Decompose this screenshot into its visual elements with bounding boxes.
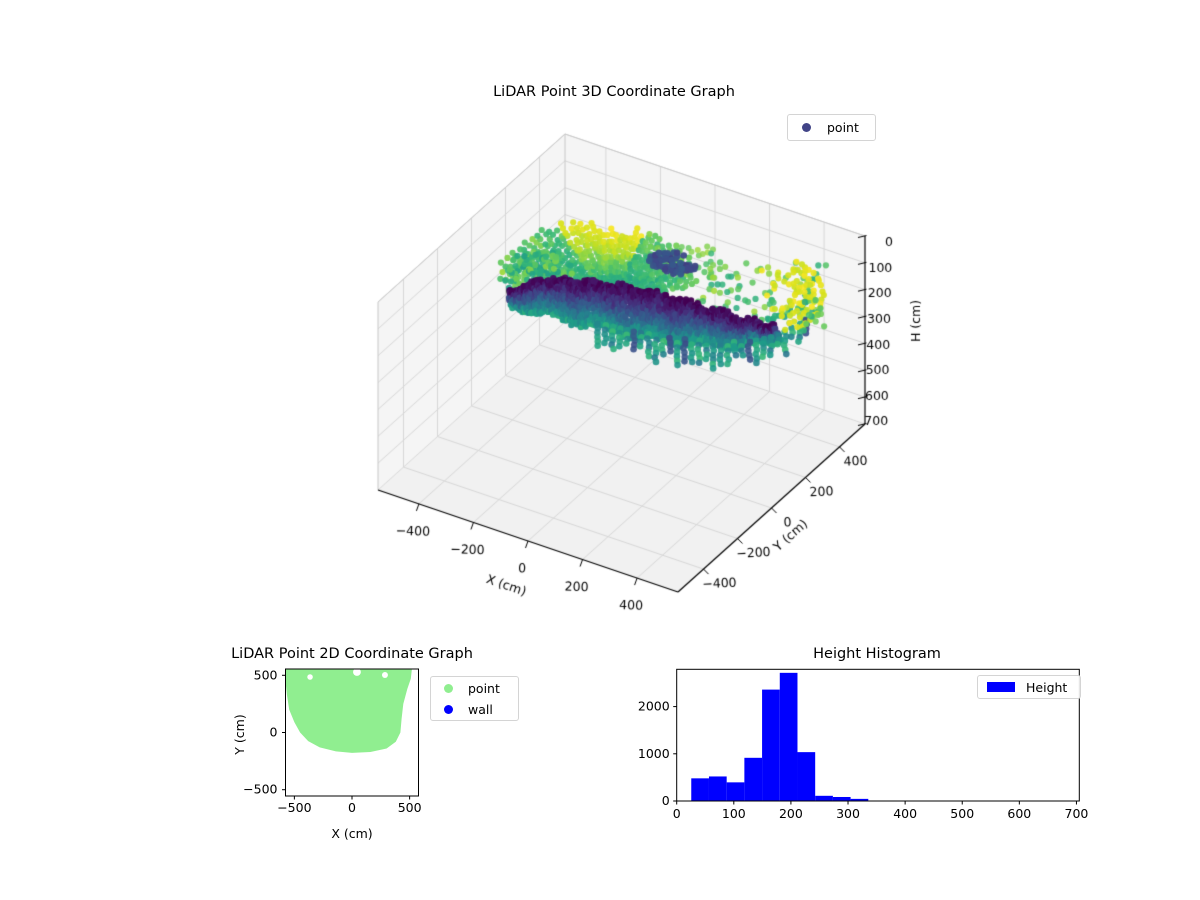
histogram-bars-group <box>691 672 869 801</box>
legend-label-point: point <box>827 120 859 135</box>
x-tick-label: 0 <box>348 800 356 815</box>
hist-bar <box>832 796 851 801</box>
hist-bar <box>815 795 833 801</box>
x-tick-label: 700 <box>1065 806 1089 821</box>
region-notch <box>353 669 361 676</box>
y-tick-label: 2000 <box>638 699 670 714</box>
hist-bar <box>726 782 745 801</box>
histogram-legend: Height <box>977 675 1081 699</box>
point-region <box>285 669 412 753</box>
scatter3d-legend: point <box>787 114 876 141</box>
hist-bar <box>850 798 869 801</box>
hist-bar <box>762 689 780 801</box>
region-notch <box>307 674 313 680</box>
scatter3d-title: LiDAR Point 3D Coordinate Graph <box>493 84 735 100</box>
legend-row-wall: wall <box>444 700 493 719</box>
x-tick-label: −500 <box>277 800 311 815</box>
region-notch <box>381 671 388 678</box>
x-tick-label: 500 <box>950 806 974 821</box>
x-tick-label: 300 <box>836 806 860 821</box>
hist-bar <box>779 672 798 801</box>
histogram-frame <box>676 668 1080 802</box>
x-tick-label: 600 <box>1007 806 1031 821</box>
y-tick-label: 0 <box>662 793 670 808</box>
height-swatch-icon <box>987 682 1015 692</box>
y-tick-label: 0 <box>270 725 278 740</box>
x-tick-label: 100 <box>722 806 746 821</box>
x-axis-label: X (cm) <box>331 826 372 841</box>
hist-bar <box>708 776 727 801</box>
scatter2d-title: LiDAR Point 2D Coordinate Graph <box>231 646 473 662</box>
legend-row-point: point <box>444 679 500 698</box>
hist-bar <box>691 778 709 801</box>
histogram-title: Height Histogram <box>813 646 941 662</box>
legend-label-height: Height <box>1026 679 1068 695</box>
point-marker-icon <box>444 683 453 693</box>
y-tick-label: −500 <box>243 782 277 797</box>
hist-bar <box>744 757 763 801</box>
x-tick-label: 200 <box>779 806 803 821</box>
y-tick-label: 1000 <box>638 746 670 761</box>
x-tick-label: 0 <box>673 806 681 821</box>
scatter2d-region-group <box>285 669 412 753</box>
point-marker-icon <box>802 123 811 132</box>
wall-marker-icon <box>444 704 453 714</box>
scatter3d-canvas <box>0 0 1200 660</box>
legend-label-wall: wall <box>468 701 493 717</box>
y-tick-label: 500 <box>254 667 278 682</box>
legend-label-point: point <box>468 680 500 696</box>
y-axis-label: Y (cm) <box>232 714 247 755</box>
scatter2d-legend: point wall <box>430 676 519 721</box>
x-tick-label: 500 <box>398 800 422 815</box>
hist-bar <box>797 752 816 801</box>
x-tick-label: 400 <box>893 806 917 821</box>
